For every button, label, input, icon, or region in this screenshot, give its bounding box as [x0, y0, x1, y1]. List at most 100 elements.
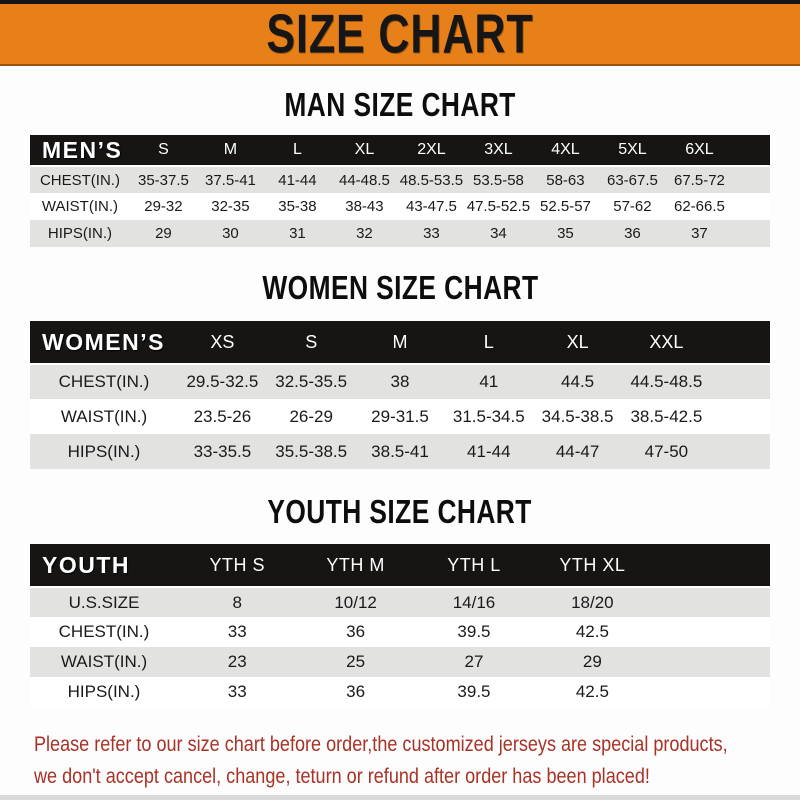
row-spacer	[711, 399, 770, 434]
table-row: HIPS(IN.) 33-35.5 35.5-38.5 38.5-41 41-44 44-…	[30, 434, 770, 469]
row-spacer	[652, 617, 770, 647]
row-spacer	[652, 677, 770, 707]
header-row: WOMEN’S XS S M L XL XXL	[30, 321, 770, 365]
women-section-heading: WOMEN SIZE CHART	[0, 268, 800, 307]
size-column-header: L	[263, 135, 331, 167]
row-label: CHEST(IN.)	[39, 171, 120, 189]
size-value: 34	[490, 225, 507, 242]
size-value: 63-67.5	[607, 171, 658, 189]
size-value: 29-31.5	[371, 406, 429, 426]
youth-section: YOUTH SIZE CHART YOUTH YTH S YTH M YTH L YTH…	[0, 493, 800, 707]
size-value: 23.5-26	[193, 406, 252, 426]
size-value: 30	[222, 225, 239, 242]
size-value: 44-47	[555, 441, 600, 461]
women-section-heading-text: WOMEN SIZE CHART	[261, 268, 539, 307]
size-value: 67.5-72	[674, 171, 725, 189]
size-column-header: XS	[178, 321, 267, 365]
size-value: 8	[232, 592, 242, 612]
table-corner-label: MEN’S	[30, 135, 130, 167]
row-spacer	[711, 434, 770, 469]
header-spacer	[732, 135, 770, 167]
size-column-header: M	[355, 321, 445, 365]
size-value: 31	[289, 225, 306, 242]
size-value: 57-62	[613, 198, 652, 215]
table-row: CHEST(IN.) 29.5-32.5 32.5-35.5 38 41 44.5 44.5…	[30, 364, 770, 399]
table-row: CHEST(IN.) 33 36 39.5 42.5	[30, 617, 770, 647]
header-row: MEN’S S M L XL 2XL 3XL 4XL 5XL 6XL	[30, 135, 770, 167]
size-value: 38-43	[345, 198, 384, 215]
men-section: MAN SIZE CHART MEN’S S M L XL 2XL 3XL 4XL 5XL 6XL…	[0, 86, 800, 247]
size-value: 58-63	[546, 171, 585, 189]
table-row: WAIST(IN.) 23 25 27 29	[30, 647, 770, 677]
size-value: 35	[557, 225, 574, 242]
size-value: 33-35.5	[193, 441, 252, 461]
size-value: 33	[423, 225, 440, 242]
men-section-heading: MAN SIZE CHART	[0, 86, 800, 124]
size-value: 48.5-53.5	[399, 171, 464, 189]
size-value: 33	[227, 682, 247, 701]
size-value: 36	[346, 682, 366, 701]
table-corner-label: WOMEN’S	[30, 321, 178, 365]
size-value: 43-47.5	[406, 198, 457, 215]
row-label: CHEST(IN.)	[58, 372, 150, 391]
size-chart-title: SIZE CHART	[266, 3, 534, 65]
size-chart-banner: SIZE CHART	[0, 0, 800, 66]
row-label: HIPS(IN.)	[67, 682, 141, 701]
header-spacer	[710, 321, 770, 365]
size-column-header: XL	[533, 321, 622, 365]
row-label: WAIST(IN.)	[60, 406, 148, 426]
size-value: 41-44	[467, 441, 511, 461]
size-value: 32-35	[211, 198, 250, 215]
size-value: 52.5-57	[540, 198, 591, 215]
row-label: HIPS(IN.)	[67, 441, 141, 461]
header-row: YOUTH YTH S YTH M YTH L YTH XL	[30, 544, 770, 588]
youth-size-table: YOUTH YTH S YTH M YTH L YTH XL U.S.SIZE 8 10/12…	[30, 544, 770, 707]
size-column-header: YTH L	[414, 544, 534, 588]
size-value: 34.5-38.5	[541, 406, 614, 426]
size-value: 37	[691, 225, 708, 242]
size-value: 29	[155, 225, 172, 242]
size-value: 42.5	[575, 622, 609, 641]
bottom-edge-strip	[0, 795, 800, 800]
disclaimer-line-2: we don't accept cancel, change, teturn o…	[34, 765, 650, 788]
row-label: CHEST(IN.)	[58, 622, 150, 641]
size-column-header: 6XL	[665, 135, 733, 167]
row-spacer	[733, 193, 770, 220]
size-value: 36	[346, 622, 366, 641]
size-value: 44.5	[561, 372, 595, 391]
size-column-header: S	[266, 321, 356, 365]
size-column-header: M	[196, 135, 264, 167]
size-value: 38.5-42.5	[630, 406, 703, 426]
size-column-header: XL	[330, 135, 398, 167]
table-row: HIPS(IN.) 29 30 31 32 33 34 35 36 37	[30, 220, 770, 247]
table-row: WAIST(IN.) 23.5-26 26-29 29-31.5 31.5-34.5 34…	[30, 399, 770, 434]
size-value: 32	[356, 225, 373, 242]
size-value: 41-44	[278, 171, 317, 189]
size-value: 18/20	[571, 592, 614, 612]
size-value: 37.5-41	[205, 171, 256, 189]
women-size-table: WOMEN’S XS S M L XL XXL CHEST(IN.) 29.5-32.5 32.5…	[30, 321, 770, 469]
size-value: 25	[346, 652, 366, 671]
size-value: 44.5-48.5	[630, 372, 703, 391]
size-value: 29-32	[144, 198, 183, 215]
size-value: 39.5	[457, 622, 491, 641]
row-label: U.S.SIZE	[68, 592, 140, 612]
size-value: 10/12	[334, 592, 377, 612]
size-column-header: 3XL	[464, 135, 532, 167]
table-corner-label: YOUTH	[30, 544, 178, 588]
size-value: 32.5-35.5	[275, 372, 348, 391]
men-size-table: MEN’S S M L XL 2XL 3XL 4XL 5XL 6XL CHEST(IN.) 35-37…	[30, 135, 770, 247]
size-column-header: 4XL	[531, 135, 599, 167]
size-value: 23	[227, 652, 247, 671]
size-value: 35-37.5	[138, 171, 189, 189]
table-row: HIPS(IN.) 33 36 39.5 42.5	[30, 677, 770, 707]
row-spacer	[652, 647, 770, 677]
size-column-header: 5XL	[598, 135, 666, 167]
row-label: WAIST(IN.)	[41, 198, 119, 215]
row-label: WAIST(IN.)	[60, 652, 148, 671]
size-value: 62-66.5	[674, 198, 725, 215]
size-value: 47.5-52.5	[466, 198, 531, 215]
size-column-header: YTH M	[296, 544, 415, 588]
size-value: 27	[464, 652, 484, 671]
